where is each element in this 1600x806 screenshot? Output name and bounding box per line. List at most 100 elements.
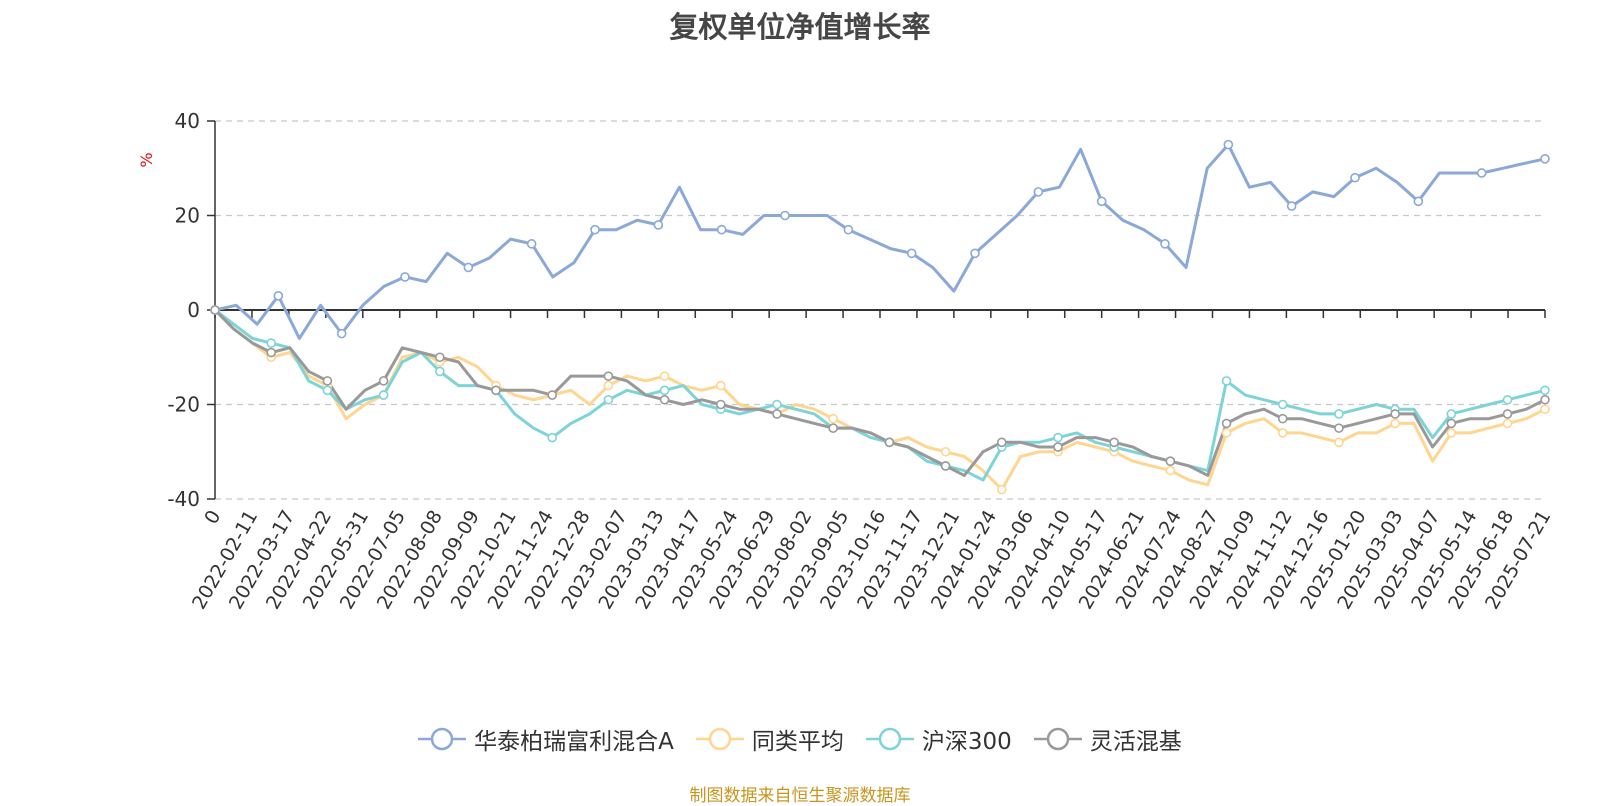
- data-point: [884, 437, 895, 448]
- data-point: [1160, 239, 1170, 249]
- gridlines: [215, 120, 1545, 500]
- data-point: [1413, 196, 1424, 207]
- data-point: [1540, 394, 1550, 405]
- data-point: [659, 394, 670, 405]
- legend-item[interactable]: 华泰柏瑞富利混合A: [418, 722, 674, 756]
- data-point: [266, 338, 276, 348]
- data-point: [434, 366, 445, 377]
- data-point: [996, 484, 1007, 495]
- data-point: [1223, 139, 1234, 150]
- data-point: [1476, 168, 1487, 178]
- y-axis-unit-label: %: [137, 152, 156, 167]
- series-line: [213, 308, 1546, 492]
- data-point: [659, 385, 670, 396]
- data-point: [715, 380, 726, 391]
- chart-title: 复权单位净值增长率: [669, 10, 931, 44]
- data-point: [653, 220, 664, 230]
- data-point: [1350, 172, 1360, 183]
- data-point: [1540, 404, 1550, 415]
- data-point: [400, 272, 410, 282]
- y-tick-label: 0: [187, 298, 200, 322]
- data-point: [1277, 399, 1288, 410]
- data-point: [1502, 409, 1513, 419]
- legend-item[interactable]: 沪深300: [865, 722, 1012, 756]
- data-point: [1277, 428, 1288, 438]
- data-point: [828, 413, 838, 424]
- data-point: [434, 352, 445, 363]
- data-point: [266, 347, 276, 358]
- y-tick-label: 40: [175, 109, 200, 133]
- data-point: [996, 437, 1007, 448]
- data-point: [1334, 437, 1344, 448]
- y-tick-label: -20: [167, 393, 200, 417]
- data-point: [1334, 409, 1344, 419]
- data-point: [1165, 456, 1176, 467]
- data-point: [1221, 428, 1232, 438]
- data-point: [547, 390, 557, 400]
- data-point: [1540, 385, 1550, 396]
- data-point: [1390, 409, 1400, 419]
- data-point: [547, 432, 557, 443]
- data-point: [603, 371, 614, 381]
- legend: 华泰柏瑞富利混合A 同类平均 沪深300 灵活混基: [0, 722, 1600, 756]
- legend-symbol-icon: [418, 727, 467, 751]
- data-point: [210, 305, 220, 315]
- data-point: [715, 399, 726, 410]
- series-markers: [210, 139, 1550, 495]
- data-point: [772, 409, 782, 419]
- series-line: [214, 308, 1546, 482]
- data-point: [940, 461, 951, 471]
- legend-symbol-icon: [865, 727, 914, 751]
- data-point: [1277, 413, 1288, 424]
- data-point: [603, 380, 614, 391]
- data-point: [659, 371, 670, 381]
- legend-symbol-icon: [695, 727, 744, 751]
- data-point: [828, 423, 838, 433]
- data-point: [378, 390, 389, 400]
- legend-item[interactable]: 同类平均: [695, 722, 844, 756]
- data-point: [1165, 465, 1176, 476]
- data-point: [273, 291, 284, 301]
- data-point: [1109, 437, 1119, 448]
- data-point: [336, 328, 347, 339]
- data-point: [603, 394, 614, 405]
- data-point: [1033, 187, 1044, 197]
- data-point: [1446, 428, 1457, 438]
- data-point: [970, 248, 980, 259]
- data-point: [1446, 409, 1457, 419]
- legend-label: 同类平均: [751, 729, 844, 755]
- data-point: [1053, 432, 1063, 443]
- data-point: [1540, 154, 1550, 164]
- data-point: [1096, 196, 1107, 207]
- data-point: [906, 248, 917, 259]
- data-point: [716, 224, 727, 235]
- y-tick-label: -40: [167, 487, 200, 511]
- legend-symbol-icon: [1033, 727, 1082, 751]
- data-point: [1334, 423, 1344, 433]
- data-point: [491, 385, 501, 396]
- data-point: [1221, 376, 1232, 386]
- series-line: [214, 143, 1546, 340]
- data-point: [463, 262, 474, 273]
- data-point: [526, 239, 537, 249]
- data-point: [1390, 418, 1400, 429]
- legend-item[interactable]: 灵活混基: [1033, 722, 1182, 756]
- data-point: [590, 224, 600, 235]
- x-tick-label: 0: [200, 507, 225, 528]
- data-point: [322, 376, 333, 386]
- legend-label: 沪深300: [921, 729, 1012, 755]
- series-line: [213, 308, 1546, 477]
- data-point: [378, 376, 389, 386]
- data-point: [1221, 418, 1232, 429]
- data-point: [322, 385, 333, 396]
- legend-label: 灵活混基: [1089, 729, 1182, 755]
- data-point: [1502, 418, 1513, 429]
- y-tick-label: 20: [175, 204, 200, 228]
- data-point: [1502, 394, 1513, 405]
- data-point: [1446, 418, 1457, 429]
- legend-label: 华泰柏瑞富利混合A: [474, 729, 674, 755]
- source-note: 制图数据来自恒生聚源数据库: [689, 786, 911, 806]
- data-point: [1053, 442, 1063, 452]
- data-point: [940, 446, 951, 457]
